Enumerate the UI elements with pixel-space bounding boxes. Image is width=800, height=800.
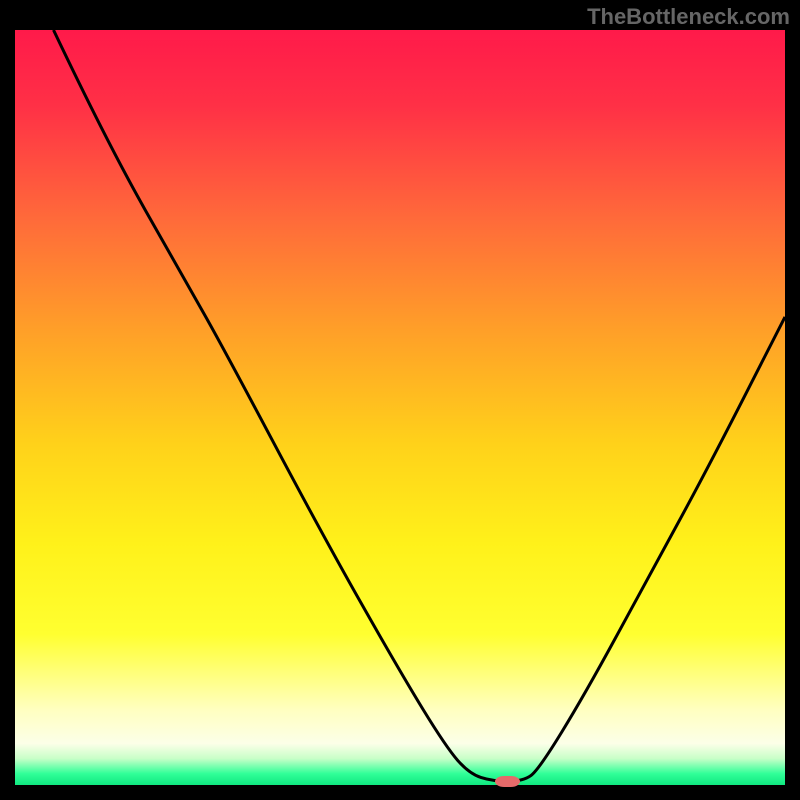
optimal-marker [495, 776, 520, 787]
watermark-text: TheBottleneck.com [587, 4, 790, 30]
bottleneck-curve [15, 30, 785, 785]
plot-area [15, 30, 785, 785]
chart-container: TheBottleneck.com [0, 0, 800, 800]
